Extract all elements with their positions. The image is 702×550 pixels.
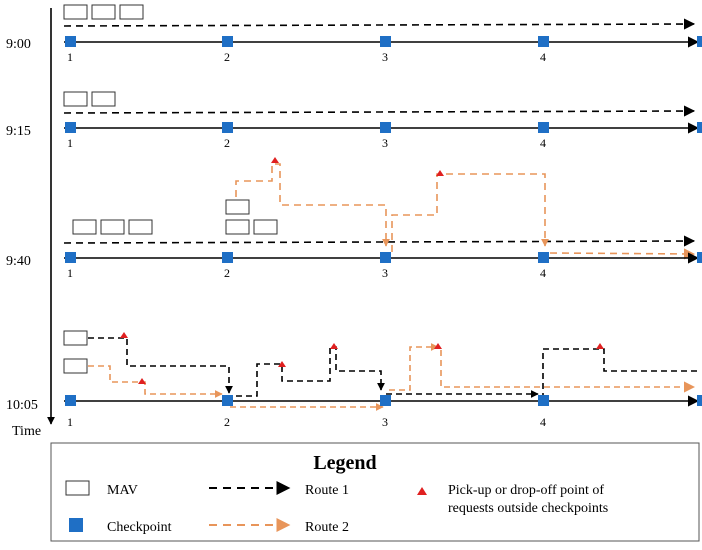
route2-path: [391, 173, 549, 252]
legend-border: [50, 442, 700, 542]
time-label-0940: 9:40: [6, 254, 31, 269]
checkpoint-marker: [380, 395, 391, 406]
checkpoint-number: 3: [382, 266, 388, 280]
legend-route2-label: Route 2: [305, 520, 349, 535]
checkpoint-marker: [697, 395, 702, 406]
legend-title: Legend: [313, 452, 376, 474]
route2-path: [389, 343, 439, 391]
pickup-marker: [434, 343, 442, 349]
checkpoint-marker: [65, 252, 76, 263]
checkpoint-number: 1: [67, 415, 73, 429]
time-axis: Time: [12, 8, 55, 439]
checkpoint-number: 3: [382, 415, 388, 429]
checkpoint-marker: [697, 36, 702, 47]
checkpoint-marker: [222, 252, 233, 263]
legend-pickup-label-line2: requests outside checkpoints: [448, 501, 608, 516]
checkpoint-number: 3: [382, 50, 388, 64]
route1-line: [63, 18, 696, 30]
time-label-0915: 9:15: [6, 124, 31, 139]
mav-icon: [100, 219, 125, 235]
mav-icon: [72, 219, 97, 235]
checkpoint-number: 4: [540, 136, 546, 150]
pickup-marker: [436, 170, 444, 176]
time-label-1005: 10:05: [6, 398, 38, 413]
route1-line: [63, 105, 696, 117]
checkpoint-marker: [538, 395, 549, 406]
route2-path: [235, 163, 390, 247]
checkpoint-marker: [65, 395, 76, 406]
pickup-marker: [138, 378, 146, 384]
checkpoint-marker: [380, 252, 391, 263]
legend-mav-icon: [65, 480, 90, 496]
route1-line: [63, 235, 696, 247]
route1-path: [542, 348, 699, 399]
checkpoint-number: 2: [224, 136, 230, 150]
legend-pickup-label-line1: Pick-up or drop-off point of: [448, 483, 604, 498]
route2-line: [549, 248, 696, 260]
pickup-marker: [596, 343, 604, 349]
checkpoint-number: 1: [67, 266, 73, 280]
mav-icon: [225, 219, 250, 235]
mav-icon: [119, 4, 144, 20]
route2-path: [440, 350, 696, 393]
checkpoint-number: 1: [67, 50, 73, 64]
checkpoint-number: 4: [540, 266, 546, 280]
checkpoint-marker: [65, 36, 76, 47]
pickup-marker: [330, 343, 338, 349]
pickup-marker: [278, 361, 286, 367]
checkpoint-number: 2: [224, 50, 230, 64]
mav-icon: [128, 219, 153, 235]
checkpoint-number: 1: [67, 136, 73, 150]
timeline-row-0940: 9:40 1 2 3 4: [6, 157, 702, 280]
mav-icon: [253, 219, 278, 235]
time-axis-label: Time: [12, 424, 41, 439]
checkpoint-number: 2: [224, 266, 230, 280]
legend-checkpoint-icon: [69, 518, 83, 532]
legend-box: Legend MAV Checkpoint Route 1 Route 2 Pi…: [50, 442, 700, 542]
route2-path: [88, 365, 223, 398]
checkpoint-marker: [697, 252, 702, 263]
route1-path: [88, 337, 233, 394]
legend-checkpoint-label: Checkpoint: [107, 520, 172, 535]
checkpoint-marker: [65, 122, 76, 133]
pickup-marker: [120, 332, 128, 338]
mav-icon: [91, 4, 116, 20]
timeline-row-1005: 10:05 1 2 3 4: [6, 330, 702, 429]
checkpoint-marker: [222, 122, 233, 133]
route1-path: [236, 346, 385, 397]
checkpoint-number: 3: [382, 136, 388, 150]
mav-icon: [63, 358, 88, 374]
mav-icon: [63, 330, 88, 346]
mav-icon: [63, 4, 88, 20]
checkpoint-number: 4: [540, 415, 546, 429]
checkpoint-marker: [380, 36, 391, 47]
timeline-row-0900: 9:00 1 2 3 4: [6, 4, 702, 64]
checkpoint-marker: [222, 395, 233, 406]
checkpoint-marker: [538, 252, 549, 263]
checkpoint-marker: [538, 36, 549, 47]
legend-route1-label: Route 1: [305, 483, 349, 498]
legend-pickup-icon: [417, 487, 427, 495]
mav-icon: [91, 91, 116, 107]
timeline-row-0915: 9:15 1 2 3 4: [6, 91, 702, 150]
legend-mav-label: MAV: [107, 483, 138, 498]
checkpoint-marker: [538, 122, 549, 133]
checkpoint-number: 4: [540, 50, 546, 64]
checkpoint-marker: [380, 122, 391, 133]
pickup-marker: [271, 157, 279, 163]
checkpoint-marker: [222, 36, 233, 47]
checkpoint-number: 2: [224, 415, 230, 429]
mav-icon: [63, 91, 88, 107]
checkpoint-marker: [697, 122, 702, 133]
mav-icon: [225, 199, 250, 215]
time-label-0900: 9:00: [6, 37, 31, 52]
